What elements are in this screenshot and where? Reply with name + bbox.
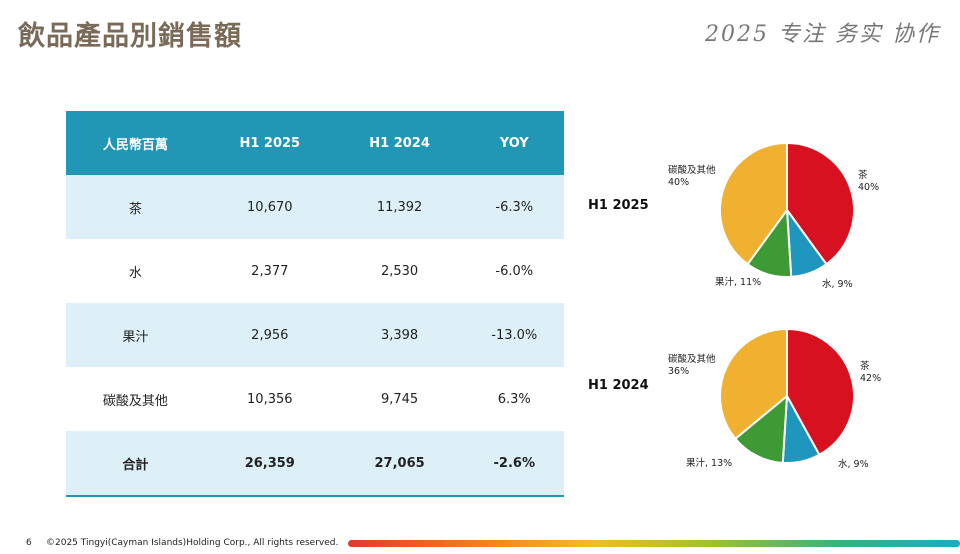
pie-title-h1-2025: H1 2025	[588, 198, 649, 213]
row-h1-2025: 10,670	[204, 175, 335, 239]
row-category: 碳酸及其他	[66, 367, 205, 431]
page-title: 飲品產品別銷售額	[18, 21, 242, 52]
row-yoy: -6.0%	[464, 239, 564, 303]
row-h1-2025: 2,956	[204, 303, 335, 367]
row-category: 果汁	[66, 303, 205, 367]
table-total-row: 合計 26,359 27,065 -2.6%	[66, 431, 564, 497]
row-h1-2024: 9,745	[334, 367, 465, 431]
sales-table: 人民幣百萬 H1 2025 H1 2024 YOY 茶 10,670 11,39…	[66, 111, 564, 497]
pie-title-h1-2024: H1 2024	[588, 378, 649, 393]
header-h1-2024: H1 2024	[334, 111, 465, 175]
pie-slice-juice	[733, 393, 789, 464]
row-h1-2025: 2,377	[204, 239, 335, 303]
total-h1-2024: 27,065	[334, 431, 465, 497]
decorative-gradient-bar	[348, 540, 960, 547]
pie-label-juice: 果汁, 11%	[715, 276, 761, 288]
pie-chart-h1-2024: 茶 42% 水, 9% 果汁, 13% 碳酸及其他 36%	[668, 327, 881, 470]
copyright: ©2025 Tingyi(Cayman Islands)Holding Corp…	[46, 538, 339, 548]
header-h1-2025: H1 2025	[204, 111, 335, 175]
table-row: 碳酸及其他 10,356 9,745 6.3%	[66, 367, 564, 431]
table-header-row: 人民幣百萬 H1 2025 H1 2024 YOY	[66, 111, 564, 175]
row-category: 茶	[66, 175, 205, 239]
row-h1-2024: 11,392	[334, 175, 465, 239]
pie-label-water: 水, 9%	[822, 278, 853, 290]
row-category: 水	[66, 239, 205, 303]
header-unit: 人民幣百萬	[66, 111, 205, 175]
pie-label-carbonated: 碳酸及其他 40%	[668, 164, 716, 188]
header-yoy: YOY	[464, 111, 564, 175]
row-h1-2024: 2,530	[334, 239, 465, 303]
pie-label-juice: 果汁, 13%	[686, 457, 732, 469]
pie-slice-tea	[786, 327, 855, 457]
total-label: 合計	[66, 431, 205, 497]
pie-slice-carbonated	[719, 327, 788, 441]
row-yoy: 6.3%	[464, 367, 564, 431]
pie-label-water: 水, 9%	[838, 458, 869, 470]
page-number: 6	[26, 538, 32, 548]
table-row: 茶 10,670 11,392 -6.3%	[66, 175, 564, 239]
slogan: 2025 专注 务实 协作	[705, 22, 940, 47]
row-yoy: -13.0%	[464, 303, 564, 367]
total-h1-2025: 26,359	[204, 431, 335, 497]
pie-label-carbonated: 碳酸及其他 36%	[668, 353, 716, 377]
row-h1-2024: 3,398	[334, 303, 465, 367]
total-yoy: -2.6%	[464, 431, 564, 497]
row-yoy: -6.3%	[464, 175, 564, 239]
table-row: 果汁 2,956 3,398 -13.0%	[66, 303, 564, 367]
pie-slice-carbonated	[719, 141, 788, 266]
table-row: 水 2,377 2,530 -6.0%	[66, 239, 564, 303]
pie-label-tea: 茶 40%	[858, 169, 879, 193]
pie-slice-tea	[786, 141, 855, 266]
pie-chart-h1-2025: 茶 40% 水, 9% 果汁, 11% 碳酸及其他 40%	[668, 141, 879, 290]
row-h1-2025: 10,356	[204, 367, 335, 431]
pie-label-tea: 茶 42%	[860, 360, 881, 384]
